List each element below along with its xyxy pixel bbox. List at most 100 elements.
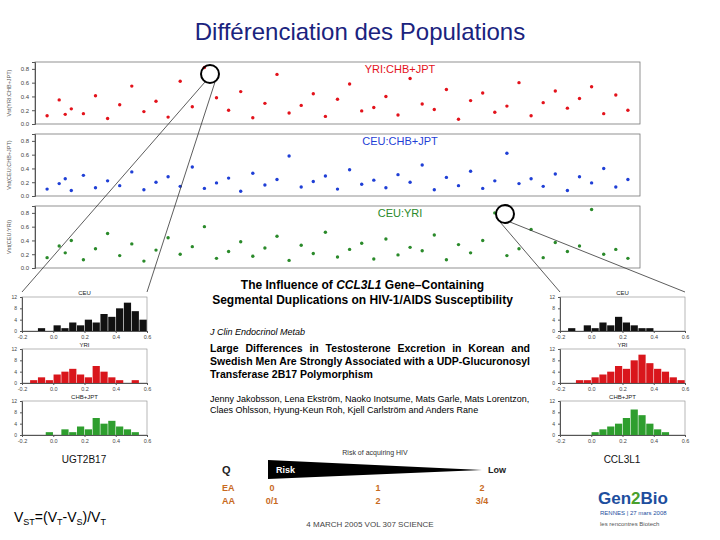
point [396, 173, 399, 176]
tick: -0.2 [556, 331, 565, 340]
tick: 0.4 [650, 435, 658, 444]
tick: 0.0 [588, 331, 596, 340]
point [106, 232, 109, 235]
tick-label: 8 [14, 305, 17, 311]
axis: 0.00.20.40.60.8 [21, 135, 36, 200]
point [469, 251, 472, 254]
point [408, 77, 411, 80]
axis: -0.20.00.20.40.6 [556, 383, 690, 392]
tick-label: 0.4 [650, 334, 658, 340]
logo-name: Gen2Bio [598, 489, 668, 508]
tick: 0.2 [21, 252, 35, 258]
bar [631, 410, 638, 436]
point [408, 246, 411, 249]
bar [670, 435, 677, 436]
tick-mark [558, 401, 560, 402]
tick: -0.2 [18, 331, 27, 340]
bar [116, 308, 123, 331]
bar [568, 383, 575, 384]
axis: 0.00.20.40.60.8 [21, 207, 36, 272]
panel-title: CHB+JPT [609, 394, 636, 400]
bar [124, 429, 131, 435]
point [529, 114, 532, 117]
bar [646, 424, 653, 435]
point [324, 230, 327, 233]
bar [568, 435, 575, 436]
bar [576, 331, 583, 332]
point [300, 185, 303, 188]
point [445, 88, 448, 91]
axis: 04812 [11, 398, 22, 438]
tick-mark [53, 383, 54, 385]
title-part: CCL3L1 [336, 278, 381, 292]
bar [85, 320, 92, 331]
tick-label: 0 [14, 380, 17, 386]
bar [623, 418, 630, 435]
point [590, 85, 593, 88]
point [312, 92, 315, 95]
science-title: The Influence of CCL3L1 Gene–Containing … [210, 278, 515, 308]
axis-line [561, 436, 686, 438]
bar [631, 325, 638, 331]
tick-label: 12 [11, 398, 17, 404]
bars [38, 303, 147, 331]
tick-mark [558, 372, 560, 373]
tick: 12 [11, 294, 22, 300]
tick-label: 0.2 [619, 334, 627, 340]
tick: 0.4 [650, 383, 658, 392]
point [481, 187, 484, 190]
histogram-panel: -0.20.00.20.40.604812CHB+JPT [11, 394, 151, 444]
tick-mark [116, 331, 117, 333]
tick-label: 8 [14, 357, 17, 363]
tick-mark [685, 435, 686, 437]
formula-subscript: ST [23, 517, 35, 527]
tick-mark [685, 383, 686, 385]
tick: 12 [11, 398, 22, 404]
point [445, 258, 448, 261]
point [602, 253, 605, 256]
tick-label: 12 [549, 346, 555, 352]
point [275, 73, 278, 76]
panel-title: CEU:CHB+JPT [362, 135, 438, 147]
tick: 8 [14, 305, 22, 311]
tick-label: 0.2 [21, 108, 30, 114]
tick-mark [558, 435, 560, 436]
point [227, 250, 230, 253]
point [118, 184, 121, 187]
bar [677, 331, 684, 332]
bar [116, 427, 123, 436]
tick-mark [558, 360, 560, 361]
point [94, 186, 97, 189]
tick-label: 8 [552, 305, 555, 311]
tick-label: 0 [14, 328, 17, 334]
tick-mark [623, 331, 624, 333]
point [542, 101, 545, 104]
tick-label: 0.2 [619, 386, 627, 392]
bar [139, 383, 146, 384]
tick-label: 0.6 [21, 152, 30, 158]
logo: Gen2BioRENNES | 27 mars 2008les rencontr… [598, 489, 668, 527]
tick-label: 0.6 [144, 334, 152, 340]
point [445, 176, 448, 179]
bar [38, 435, 45, 436]
tick-mark [654, 331, 655, 333]
point [336, 98, 339, 101]
bar [85, 377, 92, 383]
tick-label: 4 [14, 317, 17, 323]
axis: 04812 [549, 294, 560, 334]
tick-mark [32, 254, 35, 255]
bar [615, 424, 622, 435]
tick: 0.2 [81, 331, 89, 340]
point [614, 185, 617, 188]
formula-part: -V [63, 509, 78, 525]
point [360, 109, 363, 112]
bar [69, 323, 76, 332]
point [312, 180, 315, 183]
histogram-panel: -0.20.00.20.40.604812YRI [11, 342, 151, 392]
tick: 0.6 [682, 331, 690, 340]
bar [93, 418, 100, 435]
point [287, 259, 290, 262]
tick: 0.6 [144, 331, 152, 340]
title-part: The Influence of [241, 278, 336, 292]
tick-mark [116, 383, 117, 385]
